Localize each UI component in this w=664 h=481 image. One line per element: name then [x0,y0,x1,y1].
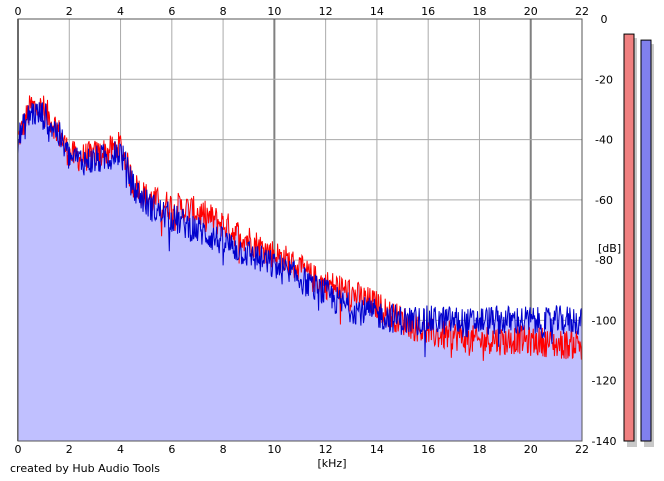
level-meter-0 [623,33,635,442]
y-tick-label: -100 [592,314,617,327]
series-lines [17,95,583,361]
x-tick-label-bottom: 22 [575,443,589,456]
spectrum-fill-area [18,95,582,441]
x-tick-label-bottom: 16 [421,443,435,456]
series-line-0 [17,95,583,361]
x-tick-label-bottom: 10 [267,443,281,456]
x-tick-label-top: 10 [267,5,281,18]
plot-frame [17,18,583,442]
x-tick-label-bottom: 8 [220,443,227,456]
x-tick-label-top: 22 [575,5,589,18]
y-tick-label: -20 [595,73,613,86]
x-tick-label-bottom: 12 [319,443,333,456]
x-tick-label-top: 4 [117,5,124,18]
y-tick-label: -80 [595,254,613,267]
x-tick-label-top: 2 [66,5,73,18]
x-tick-label-top: 6 [168,5,175,18]
x-tick-label-top: 18 [472,5,486,18]
x-tick-label-bottom: 14 [370,443,384,456]
y-tick-label: -40 [595,134,613,147]
x-ticks-top: 0 2 4 6 8 10 12 14 16 18 20 22 [15,5,590,18]
x-ticks-bottom: 0 2 4 6 8 10 12 14 16 18 20 22 [15,443,590,456]
x-axis-label: [kHz] [318,457,347,470]
y-tick-label: -120 [592,375,617,388]
x-tick-label-top: 8 [220,5,227,18]
y-tick-label: -60 [595,194,613,207]
x-tick-label-top: 0 [15,5,22,18]
x-tick-label-bottom: 2 [66,443,73,456]
credit-text: created by Hub Audio Tools [10,462,160,475]
y-tick-label: -140 [592,435,617,448]
level-meter-1 [640,39,652,442]
x-tick-label-top: 14 [370,5,384,18]
y-axis-label: [dB] [598,242,621,255]
series-line-1 [17,102,583,358]
x-tick-label-bottom: 18 [472,443,486,456]
x-tick-label-bottom: 6 [168,443,175,456]
x-tick-label-top: 20 [524,5,538,18]
y-tick-label: 0 [601,13,608,26]
x-tick-label-top: 16 [421,5,435,18]
x-tick-label-bottom: 4 [117,443,124,456]
level-meters [623,33,654,447]
x-tick-label-top: 12 [319,5,333,18]
y-ticks: 0 -20 -40 -60 -80 -100 -120 -140 [592,13,617,448]
x-tick-label-bottom: 20 [524,443,538,456]
x-tick-label-bottom: 0 [15,443,22,456]
